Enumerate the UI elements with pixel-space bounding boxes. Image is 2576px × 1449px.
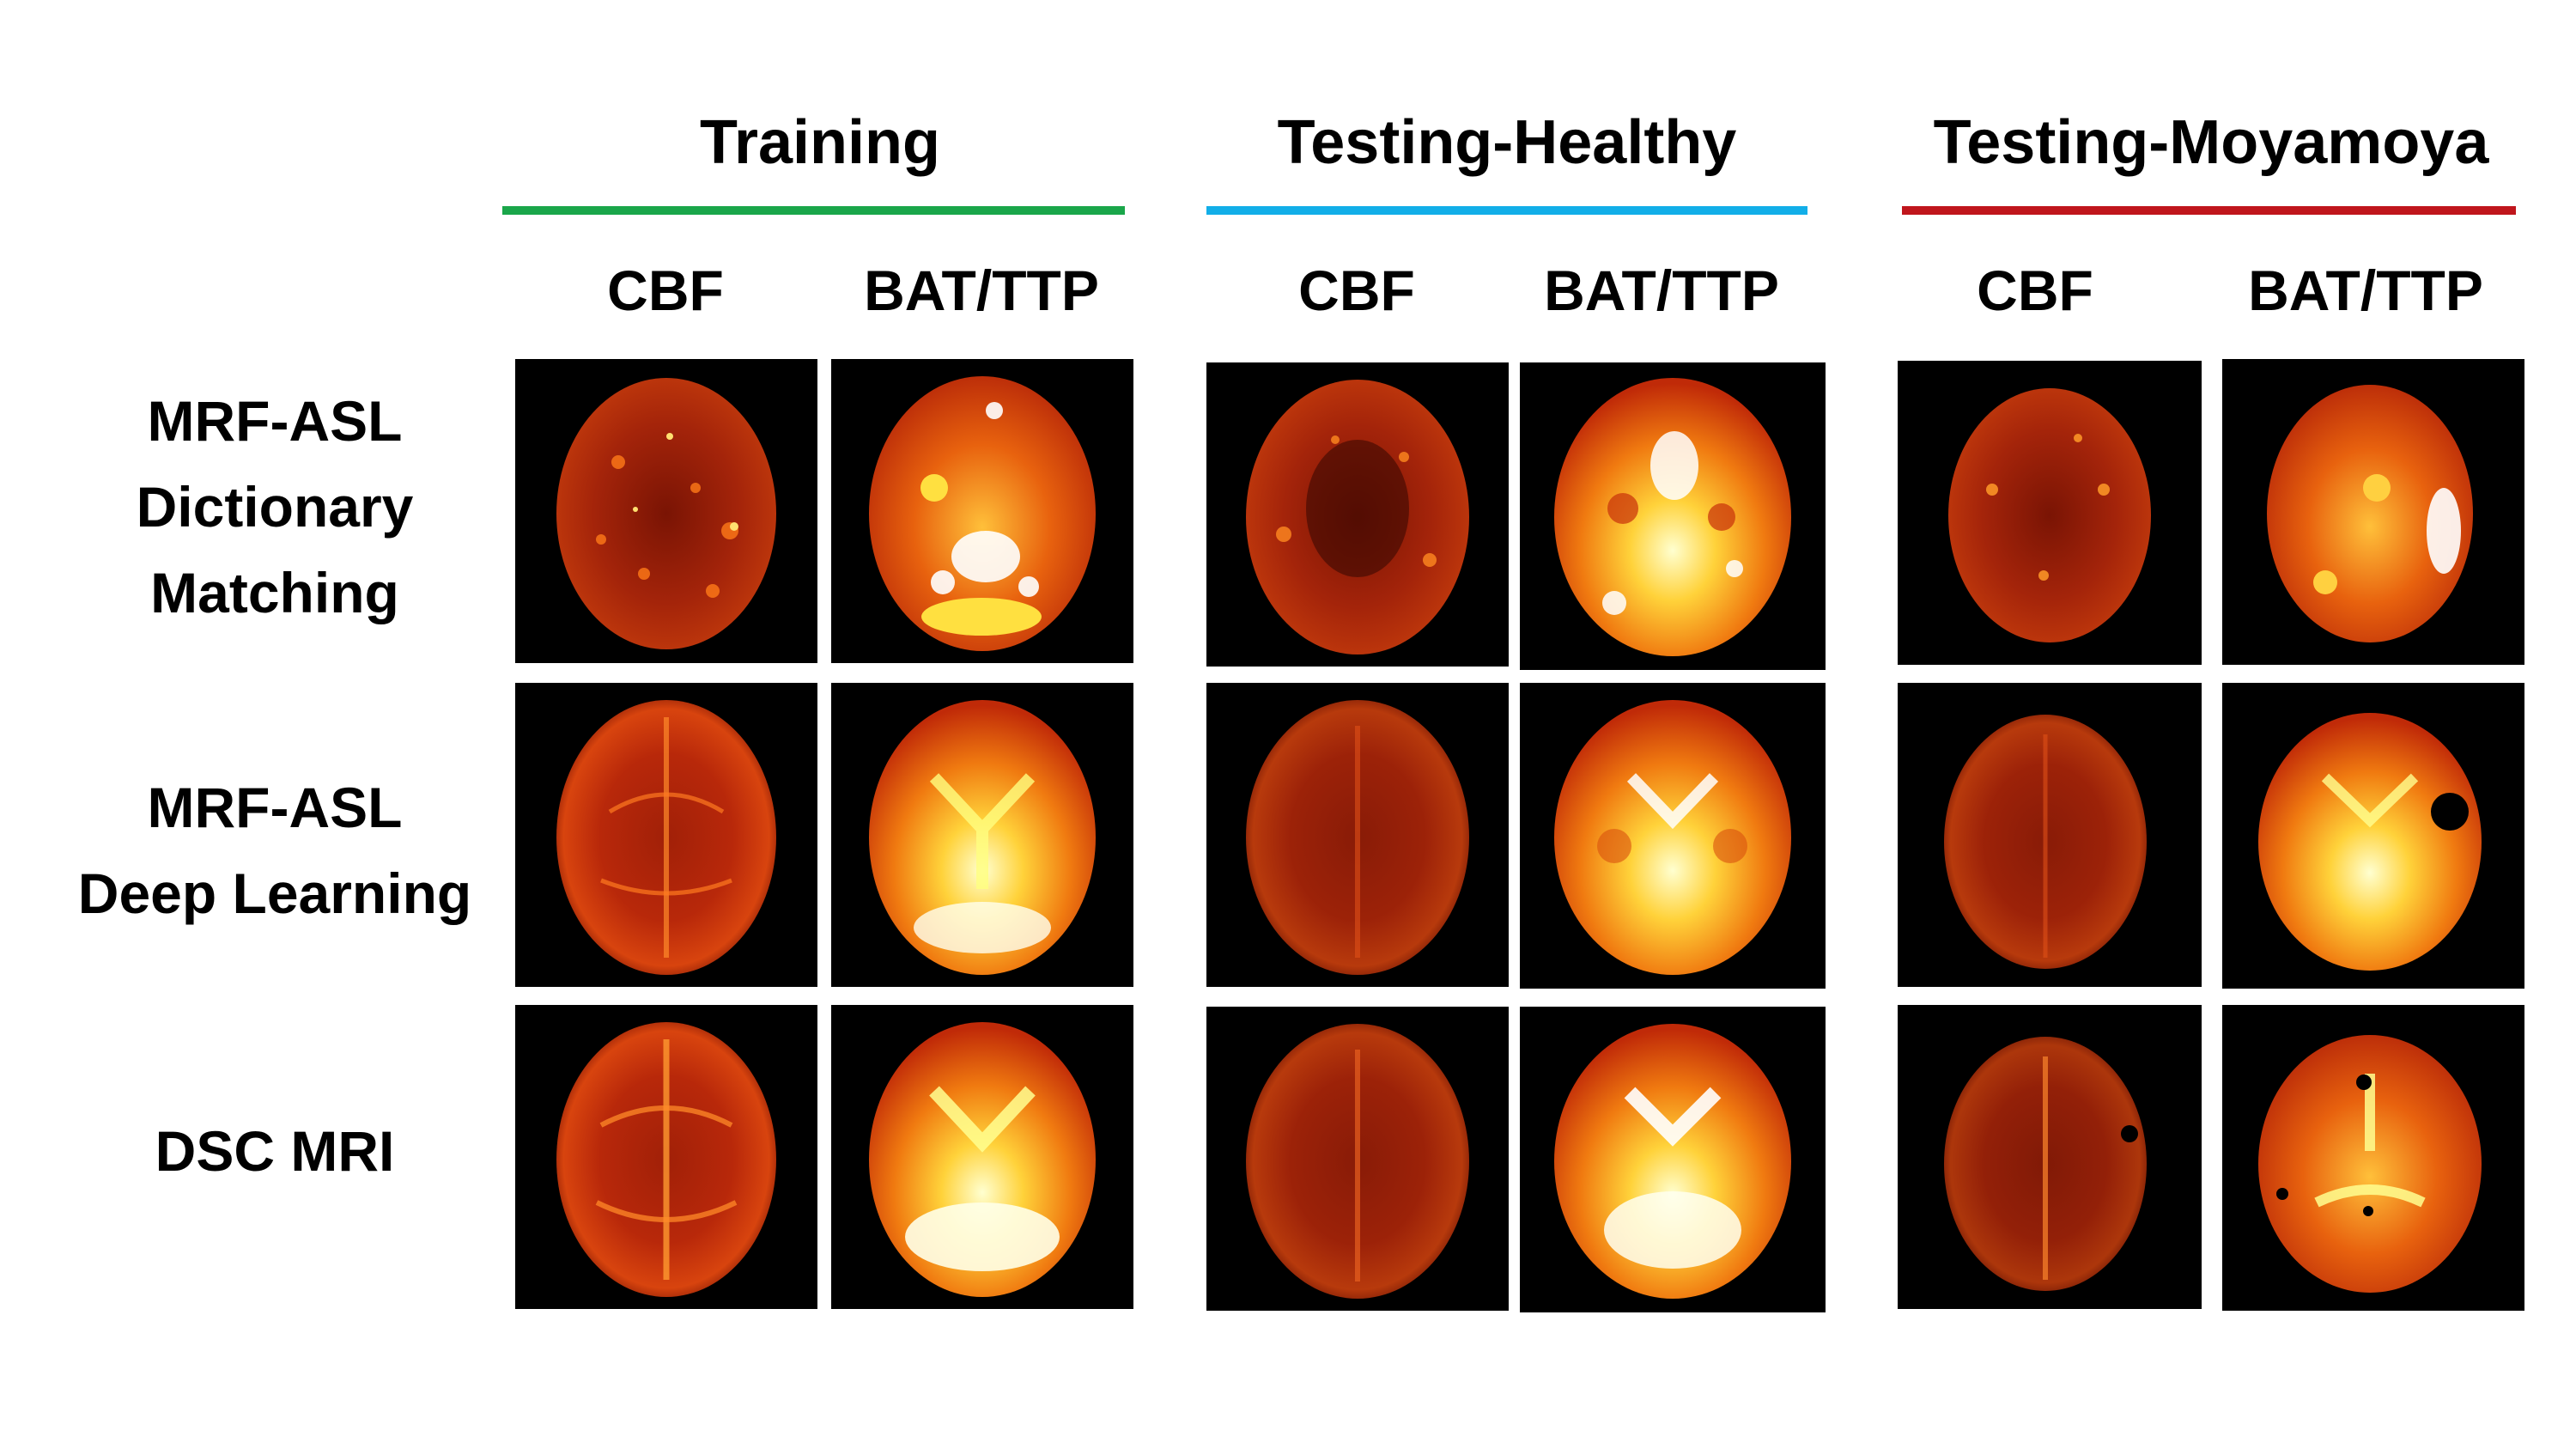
group-title-training: Training xyxy=(699,108,941,177)
col-label-bat-training: BAT/TTP xyxy=(864,259,1099,322)
row-label-dsc-mri: DSC MRI xyxy=(34,1108,515,1194)
col-label-bat-moyamoya: BAT/TTP xyxy=(2248,259,2483,322)
row-label-line: DSC MRI xyxy=(155,1119,395,1183)
group-underline-training xyxy=(502,206,1125,215)
group-title-testing-healthy: Testing-Healthy xyxy=(1277,108,1737,177)
col-label-bat-healthy: BAT/TTP xyxy=(1544,259,1779,322)
brain-map-moyamoya-cbf-dsc xyxy=(1898,1005,2202,1309)
brain-map-training-bat-deep-learning xyxy=(831,683,1133,987)
brain-map-healthy-bat-dsc xyxy=(1520,1007,1826,1312)
brain-map-healthy-cbf-dsc xyxy=(1206,1007,1509,1311)
group-title-testing-moyamoya: Testing-Moyamoya xyxy=(1933,108,2489,177)
col-label-cbf-training: CBF xyxy=(607,259,724,322)
row-label-line: Deep Learning xyxy=(77,861,472,925)
brain-map-moyamoya-bat-dictionary xyxy=(2222,359,2524,665)
row-label-dictionary-matching: MRF-ASL Dictionary Matching xyxy=(34,378,515,636)
row-label-deep-learning: MRF-ASL Deep Learning xyxy=(34,764,515,936)
brain-map-moyamoya-bat-dsc xyxy=(2222,1005,2524,1311)
row-label-line: Dictionary xyxy=(136,475,414,539)
brain-map-training-bat-dictionary xyxy=(831,359,1133,663)
brain-map-training-bat-dsc xyxy=(831,1005,1133,1309)
row-label-line: Matching xyxy=(150,561,399,624)
row-label-line: MRF-ASL xyxy=(147,389,403,453)
row-label-line: MRF-ASL xyxy=(147,776,403,839)
brain-map-training-cbf-dsc xyxy=(515,1005,817,1309)
brain-map-moyamoya-cbf-dictionary xyxy=(1898,361,2202,665)
brain-map-training-cbf-dictionary xyxy=(515,359,817,663)
col-label-cbf-moyamoya: CBF xyxy=(1977,259,2093,322)
brain-map-training-cbf-deep-learning xyxy=(515,683,817,987)
brain-map-healthy-cbf-dictionary xyxy=(1206,362,1509,667)
brain-map-healthy-cbf-deep-learning xyxy=(1206,683,1509,987)
brain-map-moyamoya-bat-deep-learning xyxy=(2222,683,2524,989)
col-label-cbf-healthy: CBF xyxy=(1298,259,1415,322)
brain-map-moyamoya-cbf-deep-learning xyxy=(1898,683,2202,987)
group-underline-testing-moyamoya xyxy=(1902,206,2516,215)
group-underline-testing-healthy xyxy=(1206,206,1807,215)
brain-map-healthy-bat-dictionary xyxy=(1520,362,1826,670)
brain-map-healthy-bat-deep-learning xyxy=(1520,683,1826,989)
